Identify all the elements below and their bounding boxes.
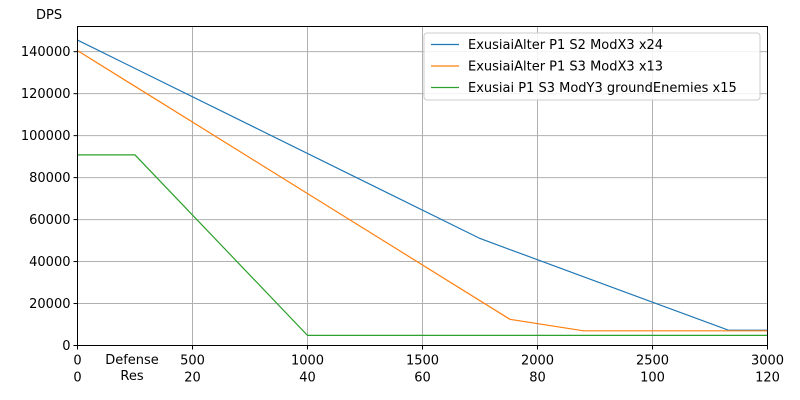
- x-tick-label-secondary: 40: [299, 371, 316, 386]
- y-tick-label: 0: [62, 339, 70, 354]
- x-tick-label: 500: [180, 354, 205, 369]
- y-tick-label: 100000: [21, 129, 71, 144]
- x-axis-label-line2: Res: [120, 369, 143, 384]
- y-axis-label: DPS: [36, 8, 62, 23]
- x-axis-label-line1: Defense: [105, 353, 159, 368]
- x-tick-label-secondary: 60: [414, 371, 431, 386]
- x-axis-ticks: 0 0 500 20 1000 40 1500 60 2000 80 2500 100 3000 120: [73, 345, 784, 386]
- x-tick-label: 2500: [636, 354, 669, 369]
- y-tick-label: 20000: [29, 297, 70, 312]
- legend-box: [423, 32, 761, 101]
- x-tick-label: 2000: [521, 354, 554, 369]
- legend-label-3: Exusiai P1 S3 ModY3 groundEnemies x15: [468, 81, 737, 96]
- x-tick-label: 3000: [751, 354, 784, 369]
- y-tick-label: 120000: [21, 87, 71, 102]
- x-tick-label-secondary: 20: [184, 371, 201, 386]
- series-line-2: [77, 50, 768, 332]
- y-tick-label: 80000: [29, 171, 70, 186]
- x-tick-label: 1500: [406, 354, 439, 369]
- x-tick-label: 1000: [291, 354, 324, 369]
- x-tick-label-secondary: 120: [755, 371, 780, 386]
- series-line-3: [77, 154, 768, 336]
- series-lines: [77, 39, 768, 336]
- x-tick-label-secondary: 80: [529, 371, 546, 386]
- x-tick-label-secondary: 100: [640, 371, 665, 386]
- legend-label-2: ExusiaiAlter P1 S3 ModX3 x13: [468, 60, 663, 75]
- x-tick-label: 0: [73, 354, 81, 369]
- legend: ExusiaiAlter P1 S2 ModX3 x24 ExusiaiAlter…: [423, 32, 761, 101]
- legend-label-1: ExusiaiAlter P1 S2 ModX3 x24: [468, 38, 663, 53]
- y-axis-ticks: 0 20000 40000 60000 80000 100000 120000 140000: [21, 45, 78, 354]
- x-tick-label-secondary: 0: [73, 371, 81, 386]
- y-tick-label: 140000: [21, 45, 71, 60]
- y-tick-label: 40000: [29, 255, 70, 270]
- y-tick-label: 60000: [29, 213, 70, 228]
